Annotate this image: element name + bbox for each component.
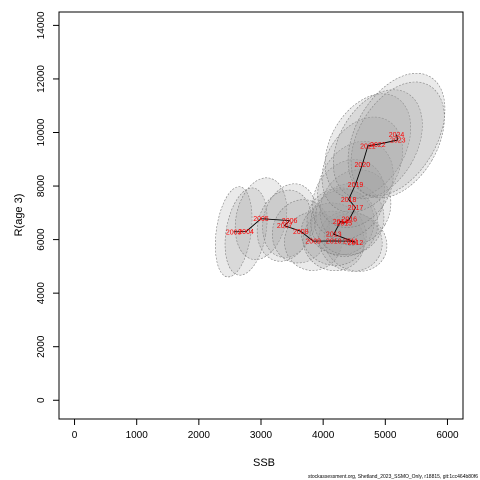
- year-label-2023: 2023: [390, 137, 406, 144]
- year-label-2019: 2019: [348, 182, 364, 189]
- y-axis: 0 2000 4000 6000 8000 10000 12000 14000: [36, 11, 59, 403]
- year-label-2018: 2018: [341, 197, 357, 204]
- year-label-2008: 2008: [293, 229, 309, 236]
- year-label-2014: 2014: [333, 219, 349, 226]
- x-tick-label-3000: 3000: [250, 430, 273, 441]
- year-label-2004: 2004: [238, 229, 254, 236]
- year-label-2010: 2010: [326, 238, 342, 245]
- x-tick-label-4000: 4000: [312, 430, 335, 441]
- y-axis-title: R(age 3): [13, 194, 25, 237]
- year-label-2013: 2013: [326, 232, 342, 239]
- x-tick-label-1000: 1000: [126, 430, 149, 441]
- trajectory-line: [233, 134, 399, 243]
- x-tick-label-0: 0: [72, 430, 78, 441]
- y-tick-label-10000: 10000: [36, 118, 47, 146]
- year-label-2022: 2022: [370, 142, 386, 149]
- year-label-2007: 2007: [277, 223, 293, 230]
- y-tick-label-6000: 6000: [36, 228, 47, 251]
- year-label-2020: 2020: [355, 162, 371, 169]
- y-tick-label-0: 0: [36, 397, 47, 403]
- y-tick-label-8000: 8000: [36, 174, 47, 197]
- y-tick-label-12000: 12000: [36, 65, 47, 93]
- year-label-2011: 2011: [343, 239, 358, 246]
- x-tick-label-5000: 5000: [374, 430, 397, 441]
- y-tick-label-14000: 14000: [36, 11, 47, 39]
- x-tick-label-2000: 2000: [188, 430, 211, 441]
- year-label-2015: 2015: [336, 220, 352, 227]
- year-label-2012: 2012: [348, 240, 364, 247]
- year-label-2006: 2006: [282, 218, 298, 225]
- y-tick-label-2000: 2000: [36, 335, 47, 358]
- credit-text: stockassessment.org, Shetland_2023_SSMO_…: [308, 474, 478, 480]
- year-label-2024: 2024: [389, 132, 405, 139]
- year-label-2003: 2003: [226, 229, 242, 236]
- year-label-2009: 2009: [305, 239, 321, 246]
- ellipse-2003: [214, 186, 253, 278]
- trajectory-path: [233, 134, 399, 243]
- year-label-2016: 2016: [341, 217, 357, 224]
- x-tick-label-6000: 6000: [436, 430, 459, 441]
- x-axis: 0 1000 2000 3000 4000 5000 6000: [72, 419, 459, 441]
- year-label-2021: 2021: [360, 143, 376, 150]
- year-label-2017: 2017: [348, 205, 364, 212]
- y-tick-label-4000: 4000: [36, 282, 47, 305]
- year-label-2005: 2005: [253, 216, 269, 223]
- x-axis-title: SSB: [253, 457, 275, 469]
